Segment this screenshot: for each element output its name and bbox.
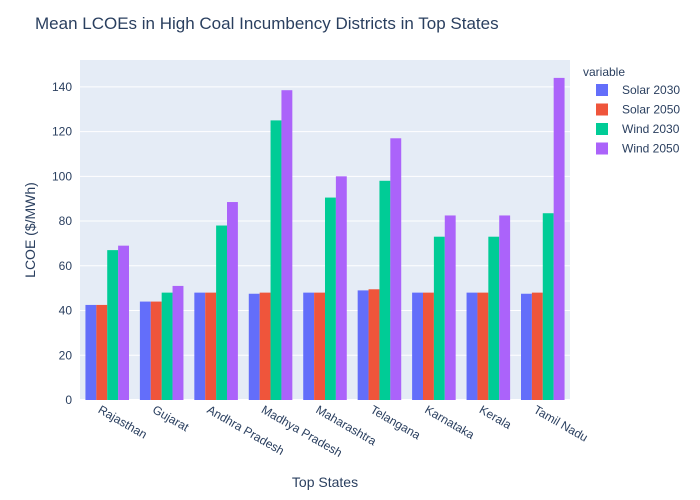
legend-title: variable xyxy=(583,65,625,79)
bar-solar-2050-andhra-pradesh xyxy=(205,292,217,400)
bar-solar-2030-andhra-pradesh xyxy=(194,292,206,400)
bar-solar-2030-telangana xyxy=(357,290,369,400)
y-tick-label: 0 xyxy=(65,393,72,407)
bar-solar-2050-rajasthan xyxy=(96,304,108,400)
bar-solar-2030-maharashtra xyxy=(303,292,315,400)
bar-wind-2050-maharashtra xyxy=(335,176,347,400)
bar-wind-2050-kerala xyxy=(499,215,511,400)
y-tick-label: 40 xyxy=(59,304,73,318)
legend-label-wind-2030: Wind 2030 xyxy=(622,122,680,136)
y-tick-label: 80 xyxy=(59,214,73,228)
x-tick-label: Gujarat xyxy=(150,402,192,434)
bar-wind-2050-rajasthan xyxy=(118,245,129,400)
legend-swatch-solar-2050 xyxy=(596,103,608,116)
bar-wind-2030-telangana xyxy=(379,180,391,400)
bar-wind-2050-madhya-pradesh xyxy=(281,90,293,401)
bar-solar-2050-madhya-pradesh xyxy=(259,292,271,400)
bar-wind-2030-tamil-nadu xyxy=(542,213,554,400)
bar-solar-2050-maharashtra xyxy=(314,292,325,400)
legend-swatch-wind-2050 xyxy=(596,142,608,155)
x-tick-label: Kerala xyxy=(477,402,514,432)
bar-solar-2030-tamil-nadu xyxy=(521,293,532,400)
y-tick-label: 140 xyxy=(52,80,72,94)
bar-wind-2050-andhra-pradesh xyxy=(227,202,238,400)
bar-solar-2030-madhya-pradesh xyxy=(248,293,260,400)
legend: variable Solar 2030 Solar 2050 Wind 2030 Wi… xyxy=(583,65,680,156)
bar-wind-2050-telangana xyxy=(390,138,402,400)
legend-label-solar-2030: Solar 2030 xyxy=(622,83,680,97)
legend-label-wind-2050: Wind 2050 xyxy=(622,142,680,156)
y-tick-label: 120 xyxy=(52,125,72,139)
bar-wind-2050-gujarat xyxy=(172,285,184,400)
bar-solar-2030-gujarat xyxy=(139,301,151,400)
bar-wind-2050-tamil-nadu xyxy=(553,77,565,400)
bar-wind-2050-karnataka xyxy=(444,215,456,400)
legend-swatch-solar-2030 xyxy=(596,84,608,96)
bar-solar-2050-karnataka xyxy=(423,292,434,400)
y-tick-label: 20 xyxy=(59,348,73,362)
legend-swatch-wind-2030 xyxy=(596,123,608,135)
bar-solar-2030-karnataka xyxy=(412,292,423,400)
y-axis-title: LCOE ($/MWh) xyxy=(22,182,38,278)
x-tick-label: Tamil Nadu xyxy=(531,402,590,444)
bar-solar-2030-kerala xyxy=(466,292,478,400)
bar-wind-2030-andhra-pradesh xyxy=(216,225,227,400)
y-tick-label: 100 xyxy=(52,169,72,183)
x-tick-label: Rajasthan xyxy=(96,402,150,441)
bar-solar-2030-rajasthan xyxy=(85,304,97,400)
bars xyxy=(85,77,565,401)
bar-wind-2030-kerala xyxy=(488,236,500,400)
x-tick-label: Karnataka xyxy=(422,402,477,442)
bar-solar-2050-gujarat xyxy=(150,301,162,400)
bar-wind-2030-madhya-pradesh xyxy=(270,120,282,400)
bar-wind-2030-karnataka xyxy=(433,236,445,400)
bar-wind-2030-maharashtra xyxy=(325,197,336,400)
x-axis-title: Top States xyxy=(292,474,358,490)
bar-solar-2050-tamil-nadu xyxy=(531,292,543,400)
y-tick-labels: 0 20 40 60 80 100 120 140 xyxy=(52,80,72,407)
bar-solar-2050-telangana xyxy=(368,289,380,400)
bar-wind-2030-rajasthan xyxy=(107,250,119,400)
bar-wind-2030-gujarat xyxy=(161,292,173,400)
y-tick-label: 60 xyxy=(59,259,73,273)
chart-title: Mean LCOEs in High Coal Incumbency Distr… xyxy=(35,14,499,33)
legend-label-solar-2050: Solar 2050 xyxy=(622,103,680,117)
bar-solar-2050-kerala xyxy=(477,292,489,400)
